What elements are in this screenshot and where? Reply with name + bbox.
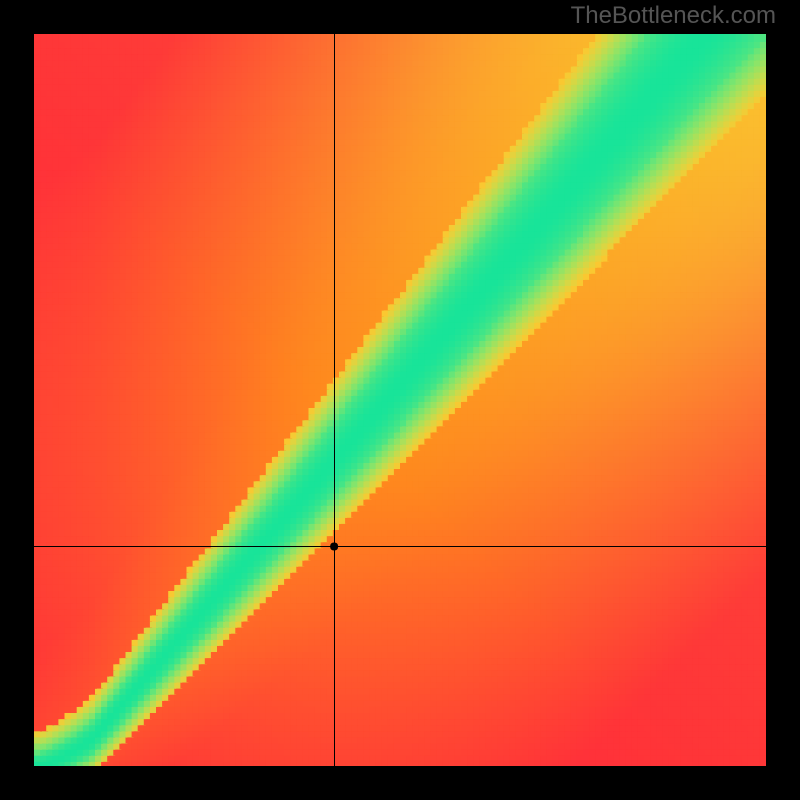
chart-container: TheBottleneck.com xyxy=(0,0,800,800)
bottleneck-heatmap xyxy=(34,34,766,766)
watermark-text: TheBottleneck.com xyxy=(571,2,776,30)
